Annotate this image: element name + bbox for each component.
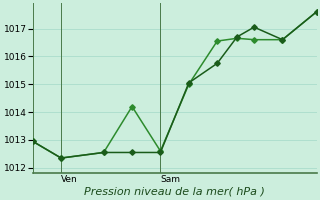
X-axis label: Pression niveau de la mer( hPa ): Pression niveau de la mer( hPa ) [84, 187, 265, 197]
